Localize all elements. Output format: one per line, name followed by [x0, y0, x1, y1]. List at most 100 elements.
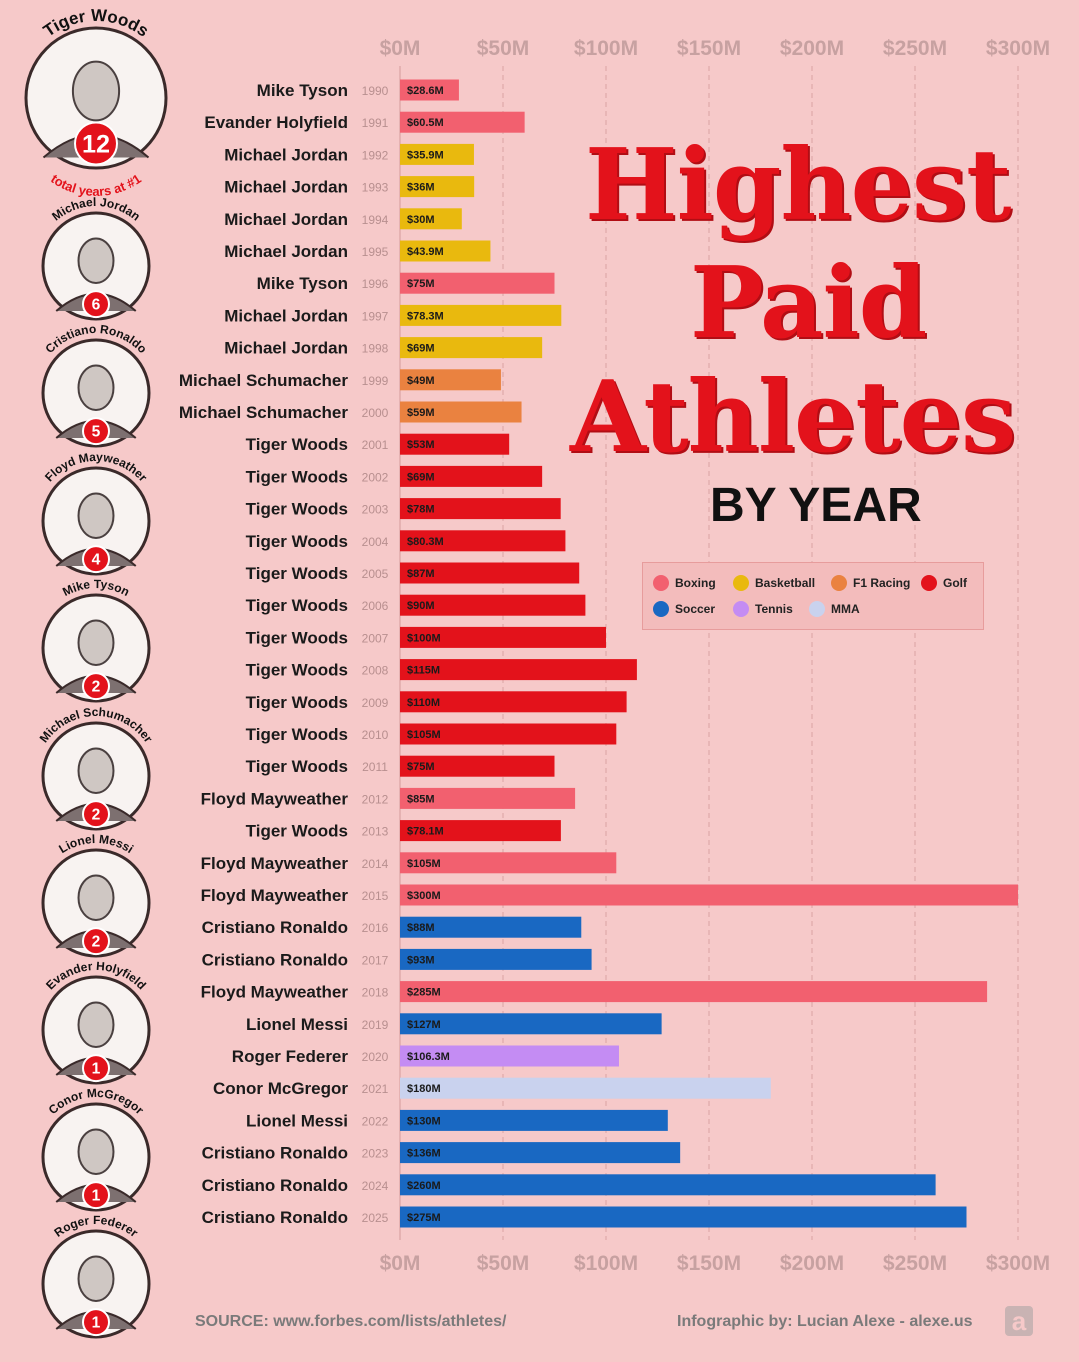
legend: Boxing Basketball F1 Racing Golf Soccer Tenni…	[642, 562, 984, 630]
x-tick-label-top: $300M	[986, 37, 1050, 60]
bar	[400, 240, 491, 262]
bar-value-label: $43.9M	[407, 246, 444, 258]
legend-label: Soccer	[675, 602, 716, 616]
bar-value-label: $300M	[407, 890, 441, 902]
year-label: 1990	[362, 84, 389, 98]
athlete-label: Lionel Messi	[246, 1015, 348, 1034]
athlete-label: Floyd Mayweather	[201, 886, 349, 905]
face-sketch	[77, 1255, 115, 1302]
bar	[400, 820, 561, 842]
subtitle: BY YEAR	[710, 479, 922, 532]
year-label: 2013	[362, 825, 389, 839]
athlete-label: Tiger Woods	[246, 596, 348, 615]
athlete-label: Tiger Woods	[246, 564, 348, 583]
x-tick-label-bottom: $150M	[677, 1252, 741, 1275]
bar	[400, 884, 1018, 906]
bar	[400, 1142, 681, 1164]
x-tick-label-bottom: $100M	[574, 1252, 638, 1275]
x-tick-label-top: $200M	[780, 37, 844, 60]
bar-value-label: $106.3M	[407, 1051, 450, 1063]
legend-label: F1 Racing	[853, 576, 911, 590]
year-label: 2005	[362, 567, 389, 581]
athlete-label: Floyd Mayweather	[201, 789, 349, 808]
legend-label: Golf	[943, 576, 967, 590]
bar	[400, 1077, 771, 1099]
title-line-3: Athletes	[570, 360, 1016, 475]
athlete-label: Michael Jordan	[224, 242, 348, 261]
legend-swatch	[809, 601, 825, 617]
bar	[400, 208, 462, 230]
athlete-label: Tiger Woods	[246, 725, 348, 744]
year-label: 1995	[362, 245, 389, 259]
bar	[400, 143, 474, 165]
count-badge-number: 4	[92, 552, 101, 569]
x-tick-label-top: $150M	[677, 37, 741, 60]
year-label: 2000	[362, 406, 389, 420]
x-tick-label-top: $100M	[574, 37, 638, 60]
x-tick-label-bottom: $300M	[986, 1252, 1050, 1275]
bar-value-label: $35.9M	[407, 149, 444, 161]
year-label: 2011	[362, 760, 388, 774]
legend-item: Golf	[921, 575, 967, 591]
bar	[400, 369, 501, 391]
athlete-label: Michael Schumacher	[179, 371, 349, 390]
bar-value-label: $78.1M	[407, 826, 444, 838]
brand-logo: a	[1005, 1306, 1033, 1336]
bar-value-label: $275M	[407, 1212, 441, 1224]
athlete-name: Mike Tyson	[60, 577, 132, 599]
bar-value-label: $30M	[407, 214, 435, 226]
athlete-label: Cristiano Ronaldo	[202, 950, 348, 969]
year-label: 1992	[362, 148, 389, 162]
year-label: 1996	[362, 277, 389, 291]
bar	[400, 1206, 967, 1228]
bar-value-label: $105M	[407, 858, 441, 870]
year-label: 2007	[362, 631, 389, 645]
year-label: 1994	[362, 213, 389, 227]
bar-value-label: $88M	[407, 922, 435, 934]
athlete-label: Michael Jordan	[224, 178, 348, 197]
bar	[400, 691, 627, 713]
year-label: 2018	[362, 986, 389, 1000]
year-label: 1991	[362, 116, 389, 130]
count-badge-number: 1	[92, 1061, 101, 1078]
face-sketch	[77, 237, 115, 284]
athlete-label: Michael Jordan	[224, 339, 348, 358]
year-label: 2022	[362, 1114, 389, 1128]
bar	[400, 111, 525, 133]
athlete-label: Michael Schumacher	[179, 403, 349, 422]
year-label: 2015	[362, 889, 389, 903]
count-badge	[82, 1308, 110, 1337]
year-label: 2010	[362, 728, 389, 742]
athlete-label: Michael Jordan	[224, 210, 348, 229]
bar	[400, 530, 566, 552]
source-note: SOURCE: www.forbes.com/lists/athletes/	[195, 1313, 507, 1330]
legend-label: MMA	[831, 602, 860, 616]
count-badge	[74, 121, 118, 166]
bar-value-label: $69M	[407, 471, 435, 483]
legend-label: Tennis	[755, 602, 793, 616]
bar-value-label: $285M	[407, 987, 441, 999]
bar	[400, 948, 592, 970]
bar	[400, 1174, 936, 1196]
year-label: 1997	[362, 309, 389, 323]
bar-value-label: $78.3M	[407, 310, 444, 322]
bar-value-label: $87M	[407, 568, 435, 580]
year-label: 2002	[362, 470, 389, 484]
bar-value-label: $90M	[407, 600, 435, 612]
year-label: 1993	[362, 181, 389, 195]
year-label: 2008	[362, 664, 389, 678]
bar	[400, 79, 459, 101]
bar	[400, 401, 522, 423]
athlete-label: Floyd Mayweather	[201, 983, 349, 1002]
year-label: 2021	[362, 1082, 389, 1096]
athlete-label: Evander Holyfield	[204, 113, 348, 132]
athlete-label: Tiger Woods	[246, 532, 348, 551]
count-badge	[82, 1181, 110, 1210]
count-badge	[82, 927, 110, 956]
bar	[400, 1013, 662, 1035]
year-label: 2003	[362, 503, 389, 517]
athlete-label: Mike Tyson	[257, 81, 348, 100]
athlete-label: Cristiano Ronaldo	[202, 1176, 348, 1195]
bar-value-label: $75M	[407, 761, 435, 773]
